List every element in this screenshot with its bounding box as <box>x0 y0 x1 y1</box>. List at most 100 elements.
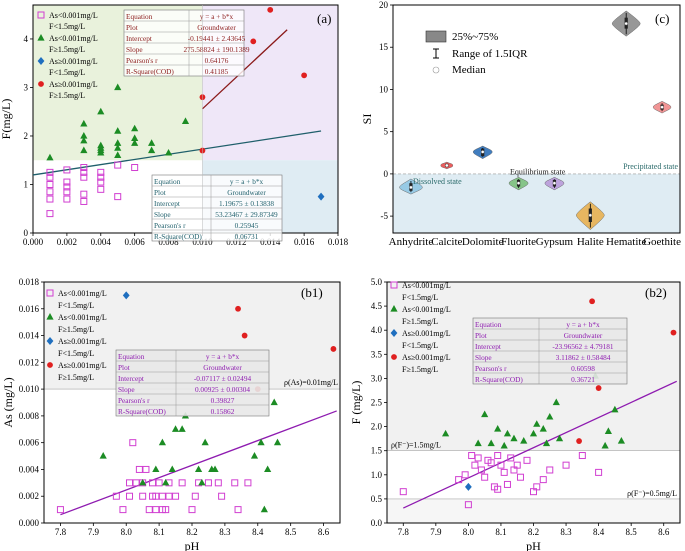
table-value: 0.25945 <box>235 221 259 230</box>
triangle-point <box>555 434 564 442</box>
x-tick-label: 8.3 <box>560 527 572 537</box>
y-tick-label: 0.002 <box>19 491 39 501</box>
square-point <box>455 476 463 484</box>
circle-point <box>235 305 241 312</box>
square-point <box>126 492 134 500</box>
circle-point <box>241 332 248 339</box>
table-value: y = a + b*x <box>206 352 240 361</box>
regression-table: Equation y = a + b*x Plot Groundwater Interc… <box>123 9 250 77</box>
x-tick-label: 0.018 <box>328 237 349 247</box>
triangle-point <box>131 134 139 142</box>
triangle-legend-marker <box>390 305 398 312</box>
triangle-legend-marker <box>37 34 45 41</box>
table-value: 0.60598 <box>571 364 595 373</box>
y-tick-label: 0.006 <box>19 438 40 448</box>
category-label: Hematite <box>606 236 646 248</box>
category-label: Dolomite <box>462 236 504 248</box>
square-point <box>595 468 603 476</box>
annotation-equilibrium: Equilibrium state <box>510 167 566 176</box>
panel-label: (c) <box>655 11 669 26</box>
x-tick-label: 0.000 <box>23 237 44 247</box>
square-point <box>112 492 120 500</box>
triangle-point <box>80 131 88 139</box>
triangle-point <box>99 452 107 459</box>
category-label: Gypsum <box>536 236 574 248</box>
y-tick-label: 2.0 <box>371 422 383 432</box>
table-key: Intercept <box>475 342 501 351</box>
square-point <box>63 183 71 191</box>
legend-label: Median <box>452 64 486 76</box>
square-point <box>145 506 153 514</box>
triangle-point <box>474 439 482 447</box>
square-point <box>464 501 472 509</box>
square-point <box>135 465 143 473</box>
y-tick-label: 15 <box>379 42 389 52</box>
triangle-point <box>442 429 450 437</box>
x-tick-label: 8.0 <box>463 527 475 537</box>
square-point <box>97 178 105 186</box>
table-value: Groundwater <box>203 363 242 372</box>
triangle-point <box>164 148 173 156</box>
table-key: R-Square(COD) <box>118 407 166 416</box>
circle-legend-marker <box>38 81 44 87</box>
legend: As<0.001mg/L F<1.5mg/L As<0.001mg/L F≥1.5mg… <box>37 11 98 100</box>
triangle-point <box>158 438 166 446</box>
legend-label: F<1.5mg/L <box>402 293 438 302</box>
y-tick-label: 1 <box>24 179 29 189</box>
x-tick-label: 0.004 <box>91 237 112 247</box>
circle-point <box>595 385 602 391</box>
triangle-point <box>487 439 495 447</box>
triangle-point <box>194 465 203 473</box>
square-point <box>523 456 531 464</box>
square-point <box>503 480 511 488</box>
x-tick-label: 8.6 <box>318 527 330 537</box>
table-value: 275.58824 ± 190.1389 <box>183 45 249 54</box>
diamond-point <box>122 291 130 300</box>
y-tick-label: 2 <box>24 131 29 141</box>
triangle-point <box>97 107 105 115</box>
median-dot <box>660 105 664 109</box>
square-point <box>468 452 476 460</box>
x-tick-label: 0.008 <box>158 237 179 247</box>
y-tick-label: 5.0 <box>371 277 383 287</box>
legend-label: F≥1.5mg/L <box>402 317 438 326</box>
table-value: 0.00925 ± 0.00304 <box>195 385 250 394</box>
y-tick-label: 1.0 <box>371 470 383 480</box>
square-point <box>46 173 54 181</box>
table-value: 1.19675 ± 0.13838 <box>219 199 274 208</box>
triangle-point <box>148 139 156 146</box>
square-point <box>119 506 127 514</box>
triangle-point <box>114 144 122 151</box>
square-point <box>497 461 505 469</box>
y-tick-label: 3.5 <box>371 349 383 359</box>
square-point <box>46 210 54 218</box>
y-tick-label: 20 <box>379 0 389 10</box>
triangle-point <box>168 465 176 473</box>
legend: As<0.001mg/L F<1.5mg/L As<0.001mg/L F≥1.5mg… <box>390 281 451 374</box>
y-tick-label: 1.5 <box>371 446 383 456</box>
legend-label: As≥0.001mg/L <box>49 80 98 89</box>
legend-label: As≥0.001mg/L <box>58 337 107 346</box>
square-point <box>481 473 489 481</box>
threshold-label: ρ(F⁻)=0.5mg/L <box>627 489 677 498</box>
triangle-point <box>270 398 278 406</box>
legend-label: F≥1.5mg/L <box>49 45 85 54</box>
square-point <box>172 492 180 500</box>
y-tick-label: 0.000 <box>19 518 40 528</box>
square-point <box>152 506 160 514</box>
table-value: -0.07117 ± 0.02494 <box>194 374 252 383</box>
y-tick-label: 0.008 <box>19 411 40 421</box>
square-point <box>46 180 54 188</box>
triangle-point <box>198 478 206 486</box>
table-value: 0.36721 <box>571 375 595 384</box>
table-key: R-Square(COD) <box>126 67 174 76</box>
square-point <box>178 479 186 487</box>
legend: 25%~75% Range of 1.5IQR Median <box>425 30 528 76</box>
triangle-point <box>131 139 139 146</box>
square-point <box>139 492 147 500</box>
table-value: -23.96562 ± 4.79181 <box>552 342 614 351</box>
triangle-point <box>546 412 554 420</box>
triangle-point <box>481 410 489 418</box>
x-axis-label: pH <box>526 539 541 551</box>
